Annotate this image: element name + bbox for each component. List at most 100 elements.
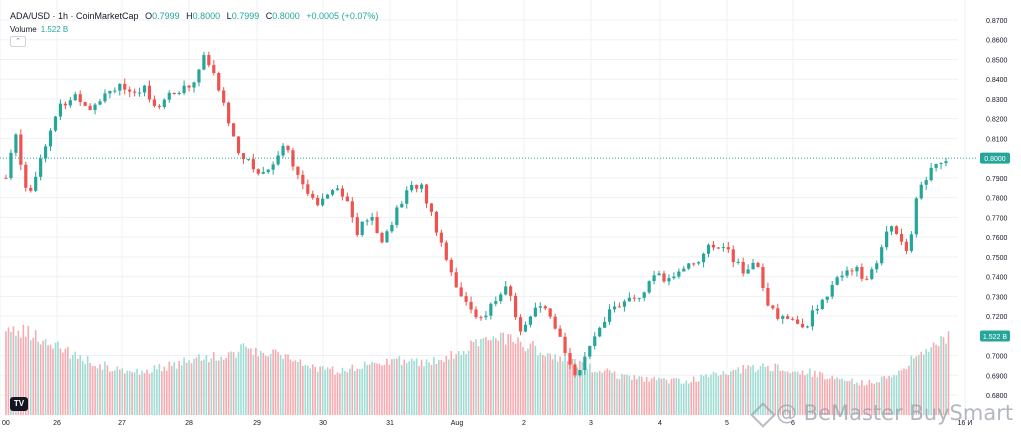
volume-bar xyxy=(487,340,490,415)
candle-body xyxy=(870,269,874,280)
volume-bar xyxy=(873,383,876,415)
candle-body xyxy=(657,273,661,276)
x-tick-label-0: 00 xyxy=(2,420,10,427)
volume-bar xyxy=(279,354,282,415)
volume-bar xyxy=(848,380,851,415)
candle-body xyxy=(894,226,899,234)
volume-bar xyxy=(856,382,858,415)
volume-bar xyxy=(621,373,623,415)
candle-body xyxy=(53,116,58,131)
candle-body xyxy=(746,269,750,274)
volume-bar xyxy=(556,361,559,415)
volume-bar xyxy=(851,378,853,415)
volume-bar xyxy=(482,338,485,415)
candle-body xyxy=(899,233,904,242)
candle-body xyxy=(355,217,359,235)
volume-bar xyxy=(588,363,591,415)
y-tick-label-11: 0.7500 xyxy=(986,255,1008,262)
volume-bar xyxy=(861,380,863,415)
volume-bar xyxy=(838,379,841,415)
candle-body xyxy=(88,105,92,110)
volume-bar xyxy=(418,366,420,415)
volume-bar xyxy=(762,363,764,415)
volume-bar xyxy=(757,369,759,415)
volume-bar xyxy=(772,371,774,415)
volume-bar xyxy=(173,362,176,415)
volume-bar xyxy=(878,382,881,415)
volume-legend[interactable]: Volume 1.522 B xyxy=(10,25,68,34)
volume-bar xyxy=(858,385,861,415)
volume-bar xyxy=(39,344,42,415)
volume-bar xyxy=(559,356,561,415)
volume-bar xyxy=(311,364,314,415)
candle-body xyxy=(934,164,938,168)
candle-body xyxy=(776,308,780,319)
candle-body xyxy=(261,172,265,174)
volume-bar xyxy=(443,361,445,415)
candle-body xyxy=(39,158,43,177)
candle-body xyxy=(528,316,533,325)
symbol-title[interactable]: ADA/USD · 1h · CoinMarketCap xyxy=(10,11,139,21)
candle-body xyxy=(662,273,666,282)
candle-body xyxy=(256,169,260,174)
volume-bar xyxy=(754,372,757,415)
candle-body xyxy=(464,296,468,302)
volume-bar xyxy=(527,348,529,415)
volume-bar xyxy=(358,369,361,415)
volume-bar xyxy=(205,355,208,415)
volume-bar xyxy=(732,370,735,415)
candle-body xyxy=(118,83,122,91)
volume-bar xyxy=(123,373,126,415)
x-tick-label-7: Aug xyxy=(451,420,464,427)
volume-bar xyxy=(584,363,586,415)
volume-bar xyxy=(843,380,846,415)
volume-bar xyxy=(650,378,653,415)
collapse-legend-button[interactable]: ⌃ xyxy=(10,36,26,47)
candle-body xyxy=(919,184,923,199)
volume-bar xyxy=(670,378,673,415)
candle-body xyxy=(73,94,77,101)
volume-bar xyxy=(598,370,601,415)
volume-bar xyxy=(76,358,79,415)
candle-body xyxy=(19,134,23,165)
time-axis[interactable]: 00 26 27 28 29 30 31 Aug 2 3 4 5 6 16 И xyxy=(2,420,972,427)
x-tick-label-9: 3 xyxy=(589,420,593,427)
volume-bar xyxy=(423,366,425,415)
volume-bar xyxy=(47,345,49,415)
y-tick-label-1: 0.8600 xyxy=(986,38,1008,45)
volume-bar xyxy=(804,375,806,415)
chart-legend-header[interactable]: ADA/USD · 1h · CoinMarketCap O0.7999 H0.… xyxy=(10,11,382,21)
volume-bar xyxy=(405,363,408,415)
candle-body xyxy=(494,301,498,304)
volume-bar xyxy=(870,382,873,415)
y-tick-label-5: 0.8200 xyxy=(986,117,1008,124)
candle-body xyxy=(706,244,711,254)
candle-body xyxy=(909,234,913,251)
volume-bar xyxy=(492,336,495,415)
candle-body xyxy=(805,326,810,328)
volume-bar xyxy=(705,374,707,415)
volume-bar xyxy=(267,356,270,415)
volume-bar xyxy=(287,354,289,415)
volume-bar xyxy=(502,332,505,415)
volume-bar xyxy=(744,368,747,415)
candle-body xyxy=(563,336,567,354)
volume-bar xyxy=(514,343,517,415)
candle-body xyxy=(697,262,701,264)
price-axis[interactable]: 0.8700 0.8600 0.8500 0.8400 0.8300 0.8200 0.81… xyxy=(986,18,1008,400)
volume-bar xyxy=(836,377,838,415)
volume-bar xyxy=(569,357,571,415)
volume-bar xyxy=(935,344,937,415)
volume-bar xyxy=(566,361,569,415)
candle-body xyxy=(400,203,404,208)
candle-body xyxy=(677,271,681,277)
candle-body xyxy=(4,177,8,179)
candle-body xyxy=(390,224,394,232)
tradingview-logo[interactable]: TV xyxy=(10,397,28,411)
candle-body xyxy=(850,270,854,272)
volume-bar xyxy=(885,378,888,415)
volume-bar xyxy=(616,378,618,415)
volume-bars xyxy=(5,324,950,415)
candle-body xyxy=(34,176,38,191)
